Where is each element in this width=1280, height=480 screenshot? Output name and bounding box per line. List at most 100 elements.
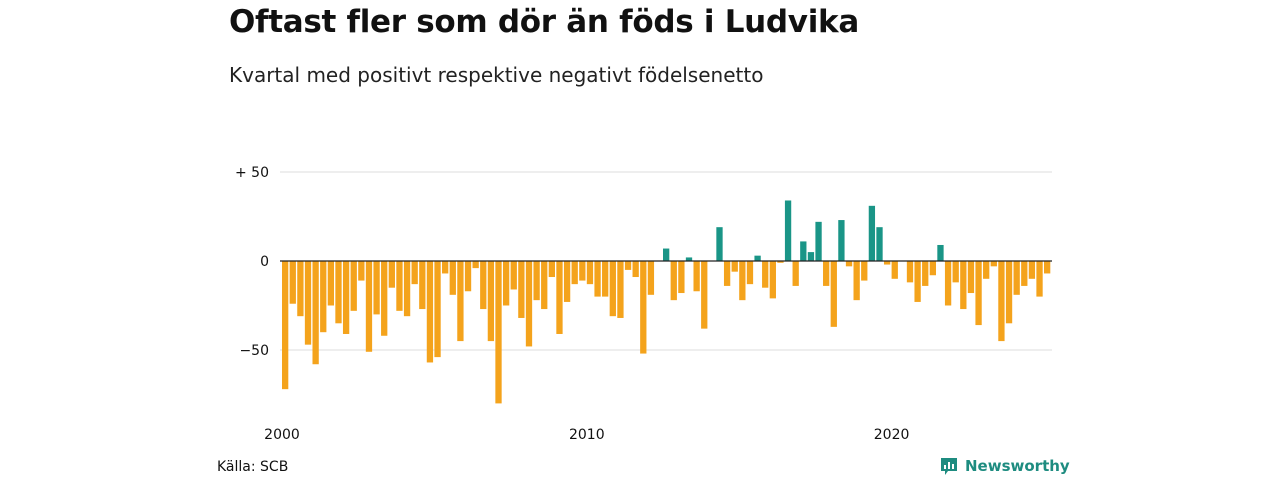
bar-43 (609, 261, 616, 317)
bar-75 (853, 261, 860, 301)
bar-0 (282, 261, 289, 390)
bar-51 (670, 261, 677, 301)
bar-60 (739, 261, 746, 301)
bar-7 (335, 261, 342, 324)
bar-74 (845, 261, 853, 267)
bar-72 (830, 261, 837, 327)
bar-53 (685, 257, 693, 261)
bar-85 (929, 261, 936, 276)
bar-45 (624, 261, 632, 270)
bar-55 (701, 261, 708, 329)
bar-18 (419, 261, 426, 310)
bar-34 (541, 261, 548, 310)
bar-14 (388, 261, 395, 288)
bar-1 (289, 261, 296, 304)
chart-title: Oftast fler som dör än föds i Ludvika (229, 4, 859, 40)
bar-82 (906, 261, 914, 283)
bar-3 (304, 261, 312, 345)
bar-27 (487, 261, 495, 342)
y-tick-label: −50 (239, 343, 269, 359)
bar-37 (563, 261, 571, 302)
bar-54 (693, 261, 700, 292)
x-tick-label: 2000 (264, 427, 300, 443)
bar-64 (769, 261, 776, 299)
bar-2 (297, 261, 304, 317)
bar-52 (678, 261, 685, 294)
bar-96 (1013, 261, 1020, 295)
bar-86 (937, 244, 944, 261)
bar-76 (861, 261, 868, 281)
bar-62 (754, 255, 761, 261)
bar-13 (381, 261, 388, 336)
bar-33 (533, 261, 540, 301)
bar-35 (548, 261, 555, 278)
bar-94 (998, 261, 1005, 342)
chart-subtitle: Kvartal med positivt respektive negativt… (229, 63, 764, 87)
bar-80 (891, 261, 898, 279)
y-tick-label: + 50 (235, 165, 269, 181)
bar-77 (868, 205, 876, 261)
bar-44 (617, 261, 624, 318)
bar-59 (731, 261, 738, 272)
brand-name: Newsworthy (965, 457, 1070, 475)
bar-48 (647, 261, 655, 295)
bar-5 (320, 261, 327, 333)
bar-11 (365, 261, 373, 352)
bar-89 (960, 261, 967, 310)
bar-41 (594, 261, 601, 297)
bar-99 (1036, 261, 1043, 297)
bar-90 (967, 261, 975, 294)
bar-36 (556, 261, 563, 334)
bar-61 (746, 261, 754, 285)
bar-21 (442, 261, 449, 274)
bar-25 (472, 261, 479, 269)
bar-4 (312, 261, 319, 365)
bar-8 (342, 261, 350, 334)
bar-30 (510, 261, 517, 290)
bar-93 (990, 261, 997, 267)
bar-42 (602, 261, 609, 297)
bar-22 (449, 261, 456, 295)
newsworthy-chart-icon (941, 458, 957, 475)
bar-10 (358, 261, 365, 281)
bar-91 (975, 261, 982, 326)
bar-39 (579, 261, 586, 281)
source-note: Källa: SCB (217, 459, 289, 475)
newsworthy-logo: Newsworthy (939, 456, 1070, 476)
bar-26 (480, 261, 487, 310)
x-tick-label: 2020 (874, 427, 910, 443)
bar-73 (838, 220, 845, 261)
x-tick-label: 2010 (569, 427, 605, 443)
bar-19 (426, 261, 434, 363)
bar-87 (944, 261, 952, 306)
bar-100 (1044, 261, 1051, 274)
bar-16 (403, 261, 411, 317)
bar-24 (464, 261, 472, 292)
bar-70 (815, 221, 822, 261)
bar-78 (876, 227, 883, 261)
bar-31 (518, 261, 525, 318)
bar-63 (762, 261, 769, 288)
bar-38 (571, 261, 578, 285)
bar-88 (952, 261, 959, 283)
bar-32 (525, 261, 533, 347)
bar-28 (495, 261, 502, 404)
bar-66 (784, 200, 792, 261)
bar-71 (823, 261, 830, 286)
bar-12 (373, 261, 380, 315)
bar-50 (663, 248, 670, 261)
bar-15 (396, 261, 403, 311)
bar-67 (792, 261, 799, 286)
bar-58 (723, 261, 731, 286)
bar-97 (1021, 261, 1028, 286)
bar-83 (914, 261, 921, 302)
bar-23 (457, 261, 464, 342)
bar-92 (983, 261, 990, 279)
bar-47 (640, 261, 647, 354)
bar-29 (502, 261, 510, 306)
bar-69 (807, 252, 815, 261)
bar-65 (777, 261, 784, 263)
bar-68 (800, 241, 807, 261)
bar-40 (586, 261, 594, 285)
